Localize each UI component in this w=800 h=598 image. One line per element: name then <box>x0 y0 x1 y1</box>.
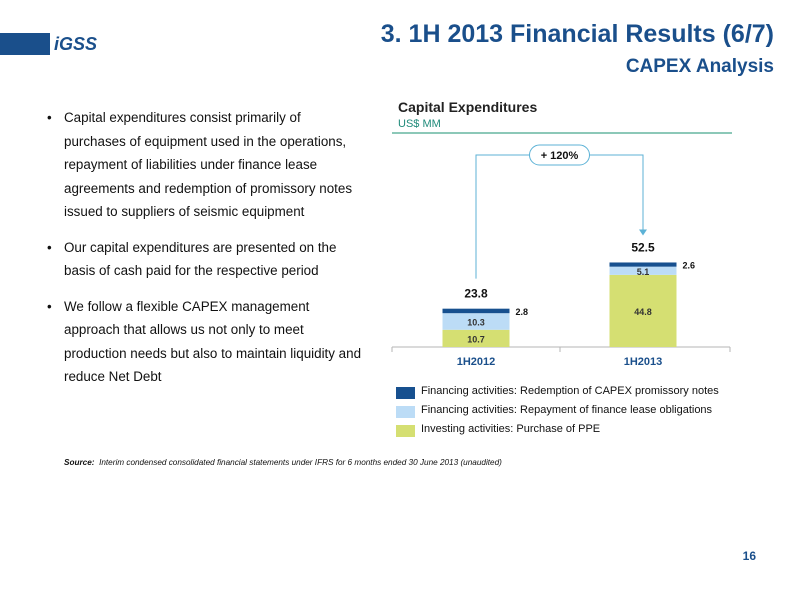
chart-title: Capital Expenditures <box>398 99 538 115</box>
source-note: Source: Interim condensed consolidated f… <box>64 458 502 467</box>
x-tick-label: 1H2012 <box>457 356 496 368</box>
legend-label: Financing activities: Repayment of finan… <box>421 404 713 416</box>
chart-unit-label: US$ MM <box>398 118 441 130</box>
growth-badge <box>529 144 590 166</box>
total-label: 23.8 <box>464 287 488 301</box>
chart-title-rule <box>392 132 732 134</box>
logo-text: iGSS <box>54 34 97 54</box>
growth-arrow-icon <box>639 229 647 236</box>
data-label: 5.1 <box>637 267 650 277</box>
capex-chart: 10.7 10.3 2.8 23.8 1H2012 44.8 5.1 2.6 52.5 1H201… <box>391 144 731 368</box>
bullet-dot-icon: • <box>47 110 52 125</box>
source-text: Interim condensed consolidated financial… <box>99 458 502 467</box>
bullet-dot-icon: • <box>47 298 52 314</box>
bullet-item: • Our capital expenditures are presented … <box>44 236 364 283</box>
data-label: 2.8 <box>516 307 529 317</box>
bullet-text: We follow a flexible CAPEX management ap… <box>64 298 362 385</box>
page-title: 3. 1H 2013 Financial Results (6/7) <box>380 20 774 48</box>
bullet-item: • Capital expenditures consist primarily … <box>44 106 364 224</box>
bullet-dot-icon: • <box>47 239 52 255</box>
data-label: 2.6 <box>683 261 696 271</box>
bar-segment <box>442 313 510 330</box>
legend-swatch <box>396 387 415 399</box>
legend-label: Financing activities: Redemption of CAPE… <box>421 385 719 397</box>
bar-segment <box>442 308 510 314</box>
logo-bar: iGSS <box>0 33 97 55</box>
data-label: 10.7 <box>467 334 485 344</box>
bar-segment <box>609 266 677 275</box>
growth-label: + 120% <box>541 150 579 162</box>
bullet-item: • We follow a flexible CAPEX management a… <box>44 295 364 389</box>
data-label: 44.8 <box>634 307 652 317</box>
legend-swatch <box>396 425 415 437</box>
bar-segment <box>609 262 677 267</box>
total-label: 52.5 <box>631 240 655 254</box>
title-block: 3. 1H 2013 Financial Results (6/7) CAPEX… <box>381 18 774 80</box>
x-tick-label: 1H2013 <box>624 356 663 368</box>
bullet-list: • Capital expenditures consist primarily … <box>44 106 364 401</box>
bullet-text: Our capital expenditures are presented o… <box>64 239 337 279</box>
page-number: 16 <box>742 549 756 563</box>
source-label: Source <box>64 458 92 467</box>
growth-connector <box>475 154 644 279</box>
bullet-text: Capital expenditures consist primarily o… <box>64 110 353 219</box>
data-label: 10.3 <box>467 317 485 327</box>
legend-swatch <box>396 406 415 418</box>
page-subtitle: CAPEX Analysis <box>625 56 774 77</box>
bar-segment <box>609 274 677 347</box>
legend-label: Investing activities: Purchase of PPE <box>421 423 601 435</box>
bar-segment <box>442 329 510 347</box>
